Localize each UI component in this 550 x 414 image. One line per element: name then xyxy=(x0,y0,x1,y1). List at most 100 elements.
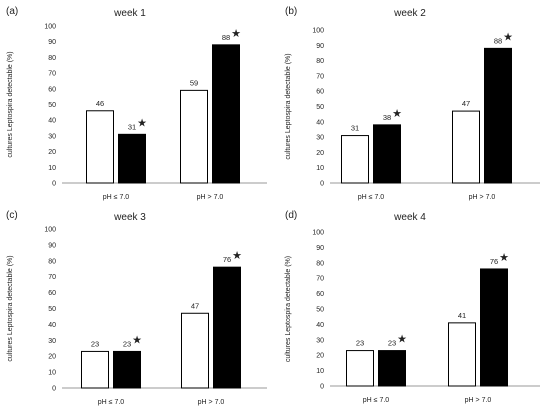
bar-value-label: 47 xyxy=(462,99,470,108)
bar-open xyxy=(180,89,208,184)
y-tick-label: 60 xyxy=(48,86,56,93)
significance-star-icon: ★ xyxy=(392,108,402,120)
bar-open xyxy=(346,350,374,387)
chart-title: week 2 xyxy=(393,8,426,19)
bar-filled xyxy=(373,124,401,184)
bar-value-label: 38 xyxy=(383,113,391,122)
y-tick-label: 90 xyxy=(48,242,56,249)
y-tick-label: 50 xyxy=(48,306,56,313)
significance-star-icon: ★ xyxy=(232,250,242,262)
y-tick-label: 0 xyxy=(320,384,324,391)
bar-filled xyxy=(378,350,406,387)
y-tick-label: 80 xyxy=(48,258,56,265)
y-tick-label: 80 xyxy=(48,55,56,62)
x-category-label: pH ≤ 7.0 xyxy=(363,397,390,404)
y-tick-label: 100 xyxy=(312,230,324,237)
x-category-label: pH > 7.0 xyxy=(197,194,224,201)
bar-value-label: 76 xyxy=(223,255,231,264)
x-category-label: pH ≤ 7.0 xyxy=(103,194,130,201)
y-tick-label: 10 xyxy=(48,370,56,377)
panel-label: (a) xyxy=(6,6,18,17)
y-axis-label: cultures Leptospira detectable (%) xyxy=(285,256,292,362)
significance-star-icon: ★ xyxy=(132,334,142,346)
bar-value-label: 59 xyxy=(190,78,198,87)
y-tick-label: 20 xyxy=(316,353,324,360)
y-tick-label: 30 xyxy=(48,338,56,345)
chart-title: week 4 xyxy=(393,212,426,223)
significance-star-icon: ★ xyxy=(137,117,147,129)
y-tick-label: 70 xyxy=(316,276,324,283)
y-tick-label: 50 xyxy=(316,307,324,314)
significance-star-icon: ★ xyxy=(503,31,513,43)
y-tick-label: 90 xyxy=(316,245,324,252)
bar-open xyxy=(448,322,476,387)
y-tick-label: 30 xyxy=(316,135,324,142)
y-tick-label: 20 xyxy=(316,150,324,157)
y-tick-label: 40 xyxy=(48,118,56,125)
y-tick-label: 100 xyxy=(44,227,56,234)
chart-panel: (d) week 4 cultures Leptospira detectable … xyxy=(285,210,540,404)
y-tick-label: 60 xyxy=(316,89,324,96)
y-tick-label: 80 xyxy=(316,58,324,65)
panel-label: (c) xyxy=(6,210,18,221)
y-tick-label: 30 xyxy=(48,133,56,140)
significance-star-icon: ★ xyxy=(499,252,509,264)
y-tick-label: 100 xyxy=(312,28,324,35)
chart-title: week 1 xyxy=(113,8,146,19)
chart-panel: (c) week 3 cultures Leptospira detectable … xyxy=(6,210,267,406)
panel-label: (d) xyxy=(285,210,297,221)
bar-open xyxy=(181,312,209,389)
bar-open xyxy=(81,350,109,389)
bar-value-label: 23 xyxy=(356,339,364,348)
y-tick-label: 30 xyxy=(316,337,324,344)
y-tick-label: 0 xyxy=(52,386,56,393)
y-tick-label: 50 xyxy=(48,102,56,109)
panel-label: (b) xyxy=(285,6,297,17)
bar-value-label: 23 xyxy=(123,339,131,348)
x-category-label: pH ≤ 7.0 xyxy=(98,399,125,406)
x-category-label: pH > 7.0 xyxy=(469,194,496,201)
y-tick-label: 0 xyxy=(52,181,56,188)
bar-value-label: 76 xyxy=(490,257,498,266)
bar-filled xyxy=(484,47,512,184)
y-tick-label: 90 xyxy=(48,39,56,46)
chart-title: week 3 xyxy=(113,212,146,223)
bar-value-label: 88 xyxy=(222,33,230,42)
bar-filled xyxy=(118,133,146,184)
y-tick-label: 60 xyxy=(48,290,56,297)
y-tick-label: 10 xyxy=(48,165,56,172)
bar-value-label: 31 xyxy=(351,124,359,133)
significance-star-icon: ★ xyxy=(231,28,241,40)
y-tick-label: 40 xyxy=(316,322,324,329)
x-category-label: pH ≤ 7.0 xyxy=(358,194,385,201)
chart-panel: (b) week 2 cultures Leptospira detectable … xyxy=(285,6,540,201)
y-tick-label: 40 xyxy=(48,322,56,329)
significance-star-icon: ★ xyxy=(397,334,407,346)
y-tick-label: 70 xyxy=(48,274,56,281)
bar-filled xyxy=(213,266,241,389)
bar-value-label: 23 xyxy=(91,339,99,348)
bar-value-label: 31 xyxy=(128,122,136,131)
y-tick-label: 90 xyxy=(316,43,324,50)
y-tick-label: 70 xyxy=(316,73,324,80)
bar-open xyxy=(452,110,480,184)
y-tick-label: 70 xyxy=(48,71,56,78)
bar-filled xyxy=(212,44,240,184)
x-category-label: pH > 7.0 xyxy=(198,399,225,406)
bar-value-label: 41 xyxy=(458,311,466,320)
bar-value-label: 23 xyxy=(388,339,396,348)
chart-panel: (a) week 1 cultures Leptospira detectable … xyxy=(6,6,267,201)
y-axis-label: cultures Leptospira detectable (%) xyxy=(7,255,14,361)
bar-value-label: 47 xyxy=(191,301,199,310)
y-tick-label: 20 xyxy=(48,354,56,361)
y-tick-label: 80 xyxy=(316,260,324,267)
bar-value-label: 46 xyxy=(96,99,104,108)
y-tick-label: 40 xyxy=(316,119,324,126)
y-tick-label: 10 xyxy=(316,165,324,172)
y-axis-label: cultures Leptospira detectable (%) xyxy=(285,53,292,159)
bar-open xyxy=(341,135,369,184)
bar-filled xyxy=(113,350,141,389)
bar-open xyxy=(86,110,114,184)
